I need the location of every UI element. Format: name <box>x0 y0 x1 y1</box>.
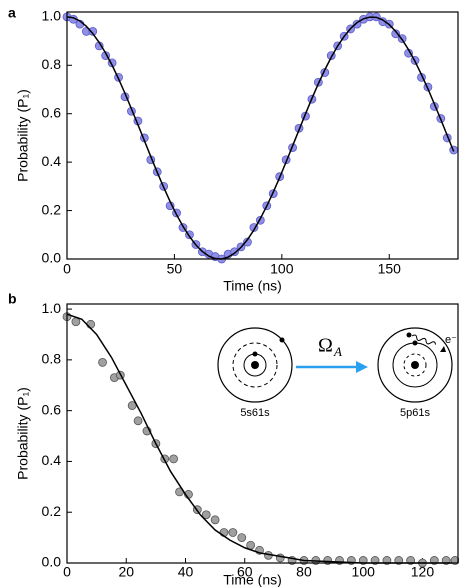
data-point <box>275 553 285 563</box>
nucleus <box>251 361 259 369</box>
orbit <box>377 327 453 403</box>
panel: b Time (ns) Probability (P₁) 0.0 0.2 0.4 0.6 0.… <box>8 291 459 587</box>
x-axis-label: Time (ns) <box>223 572 282 587</box>
data-point <box>210 515 220 525</box>
data-point <box>169 454 179 464</box>
panel-label: b <box>8 291 17 307</box>
x-tick-label: 100 <box>270 261 294 277</box>
data-point <box>86 319 96 329</box>
x-tick-label: 80 <box>296 564 312 580</box>
x-tick-label: 120 <box>411 564 435 580</box>
y-tick-label: 0.4 <box>42 153 62 169</box>
y-axis-label: Probability (P₁) <box>15 387 31 480</box>
state-label: 5s61s <box>240 407 270 419</box>
y-tick-label: 1.0 <box>42 8 62 24</box>
x-tick-label: 100 <box>352 564 376 580</box>
data-point <box>391 29 401 39</box>
electron <box>279 337 285 343</box>
x-tick-label: 50 <box>167 261 183 277</box>
inset: 5s61s 5p61s Ω A e⁻ <box>217 327 457 419</box>
data-point <box>201 510 211 520</box>
x-tick-label: 20 <box>118 564 134 580</box>
orbit <box>403 353 427 377</box>
y-tick-label: 0.0 <box>42 250 62 266</box>
arrow-head <box>356 361 368 373</box>
orbit <box>217 327 293 403</box>
x-tick-label: 60 <box>237 564 253 580</box>
data-point <box>243 237 252 247</box>
y-tick-label: 0.6 <box>42 104 62 120</box>
fit-line <box>66 16 455 260</box>
electron <box>252 351 258 357</box>
data-point <box>71 317 81 327</box>
y-tick-label: 0.2 <box>42 201 62 217</box>
ejection <box>411 334 436 345</box>
data-point <box>98 358 107 367</box>
fit-line <box>66 313 453 564</box>
electron-label: e⁻ <box>445 334 457 346</box>
y-tick-label: 0.2 <box>42 503 62 519</box>
y-tick-label: 1.0 <box>42 300 62 316</box>
y-tick-label: 0.8 <box>42 351 62 367</box>
nucleus <box>411 361 419 369</box>
data-point <box>246 540 256 550</box>
y-tick-label: 0.6 <box>42 401 62 417</box>
x-tick-label: 40 <box>178 564 194 580</box>
plot-frame <box>66 11 459 260</box>
panel-label: a <box>8 5 16 21</box>
x-tick-label: 0 <box>63 564 71 580</box>
y-tick-label: 0.0 <box>42 554 62 570</box>
data-point <box>133 416 143 426</box>
x-tick-label: 0 <box>63 261 71 277</box>
orbit <box>232 342 278 388</box>
y-tick-label: 0.4 <box>42 452 62 468</box>
data-point <box>88 26 98 36</box>
x-axis-label: Time (ns) <box>223 278 282 294</box>
electron <box>406 332 412 338</box>
data-point <box>228 528 238 537</box>
plot-frame <box>66 303 459 564</box>
rabi-label: Ω <box>318 335 333 357</box>
ejection-head <box>440 346 446 352</box>
y-axis-label: Probability (P₁) <box>15 89 31 182</box>
x-tick-label: 150 <box>378 261 402 277</box>
y-tick-label: 0.8 <box>42 56 62 72</box>
data-point <box>237 533 247 543</box>
electron <box>412 340 418 346</box>
panel: a Time (ns) Probability (P₁) 0.0 0.2 0.4 0.6 0.… <box>8 5 459 294</box>
rabi-sub: A <box>333 344 342 359</box>
state-label: 5p61s <box>400 407 430 419</box>
